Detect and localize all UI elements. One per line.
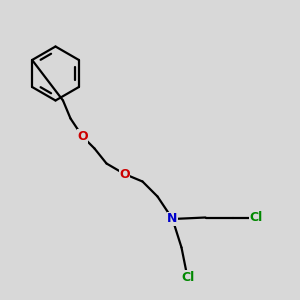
Text: N: N: [167, 212, 178, 226]
Text: Cl: Cl: [250, 211, 263, 224]
Text: Cl: Cl: [181, 271, 194, 284]
Text: O: O: [77, 130, 88, 143]
Text: O: O: [119, 167, 130, 181]
